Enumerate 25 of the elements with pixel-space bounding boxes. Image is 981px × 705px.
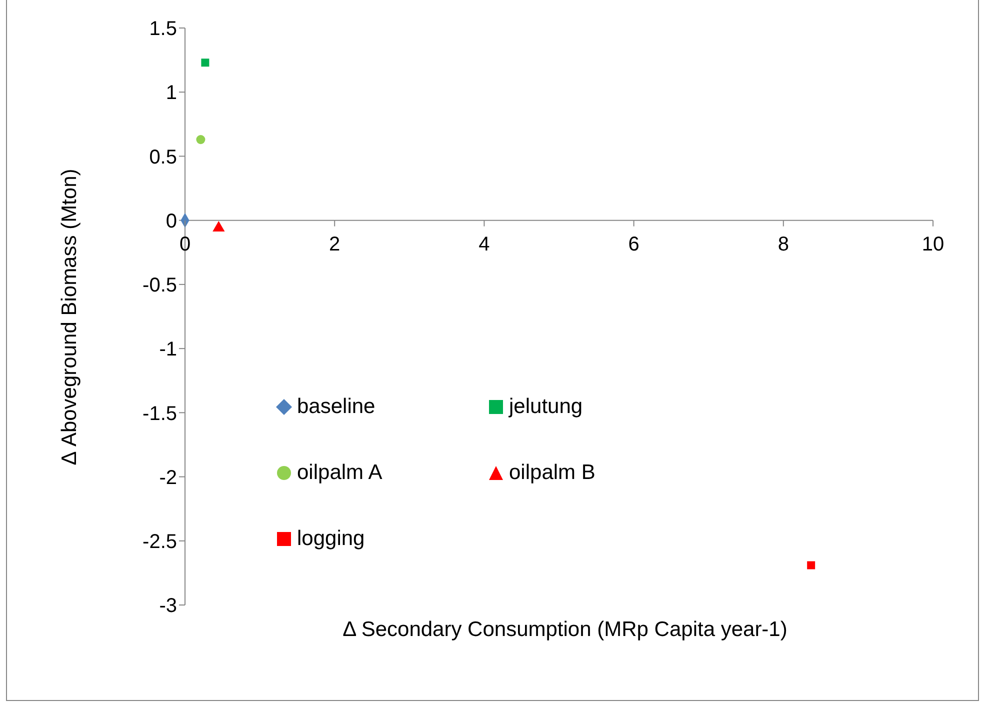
y-tick-label: -1.5 (142, 402, 177, 425)
point (807, 561, 816, 570)
x-tick-label: 6 (628, 233, 640, 256)
y-tick-label: 1.5 (149, 18, 177, 40)
x-tick-label: 4 (478, 233, 490, 256)
point (201, 58, 210, 67)
y-tick-label: 1 (166, 82, 177, 104)
point (196, 135, 206, 144)
x-tick-label: 2 (329, 233, 340, 256)
y-tick-label: -3 (159, 595, 177, 618)
x-tick-label: 10 (922, 233, 944, 256)
legend-label: oilpalm B (509, 461, 596, 485)
y-tick-label: 0 (166, 210, 177, 232)
legend-label: oilpalm A (297, 461, 382, 485)
y-tick-label: -1 (159, 338, 177, 361)
y-axis-title: Δ Aboveground Biomass (Mton) (58, 168, 82, 465)
legend-label: baseline (297, 395, 376, 419)
x-axis-title: Δ Secondary Consumption (MRp Capita year-1) (342, 618, 788, 642)
legend-label: jelutung (509, 395, 583, 419)
y-tick-label: -2 (159, 466, 177, 489)
y-tick-label: -2.5 (142, 530, 177, 553)
x-tick-label: 8 (778, 233, 789, 256)
legend-label: logging (297, 527, 365, 551)
y-tick-label: -0.5 (142, 274, 177, 297)
y-tick-label: 0.5 (149, 146, 177, 168)
